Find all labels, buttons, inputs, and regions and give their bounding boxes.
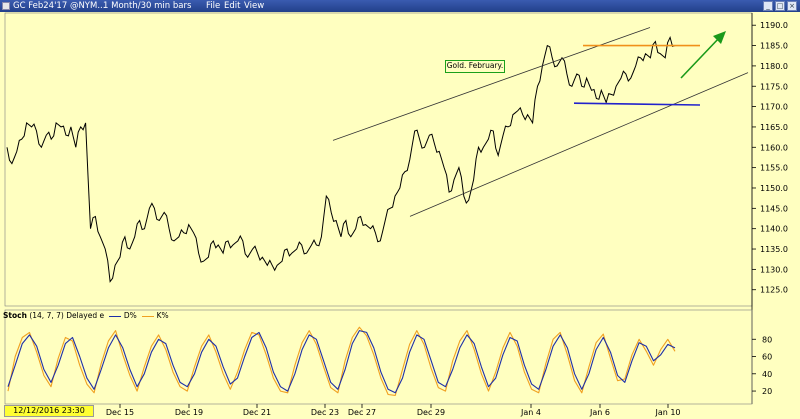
stoch-panel-frame bbox=[4, 309, 753, 405]
menu-view[interactable]: View bbox=[244, 1, 265, 11]
interval-label[interactable]: 1 Month/30 min bars bbox=[103, 1, 192, 11]
maximize-button[interactable]: □ bbox=[775, 1, 785, 11]
legend-d-swatch bbox=[109, 315, 122, 317]
stoch-tick-label: 80 bbox=[762, 335, 772, 344]
time-tick-label: Dec 23 bbox=[311, 408, 339, 417]
time-tick-label: Dec 21 bbox=[243, 408, 271, 417]
menu-edit[interactable]: Edit bbox=[224, 1, 241, 11]
stoch-tick-label: 20 bbox=[762, 387, 772, 396]
trendline-lower-channel bbox=[409, 72, 749, 217]
stoch-series-k bbox=[7, 326, 676, 396]
stochastic-panel: 20 40 60 80 bbox=[4, 309, 772, 405]
cursor-date-label: 12/12/2016 23:30 bbox=[4, 405, 94, 417]
time-tick-label: Jan 6 bbox=[589, 408, 610, 417]
trendline-upper-channel bbox=[332, 27, 651, 141]
price-tick-label: 1135.0 bbox=[760, 245, 788, 254]
arrow-shaft bbox=[680, 36, 721, 79]
price-tick-label: 1160.0 bbox=[760, 143, 788, 152]
time-tick-label: Dec 15 bbox=[106, 408, 134, 417]
price-panel: 1125.0 1130.0 1135.0 1140.0 1145.0 1150.0 1155… bbox=[4, 12, 788, 404]
app-icon bbox=[2, 2, 10, 10]
close-button[interactable]: × bbox=[787, 1, 797, 11]
stoch-mode: Delayed e bbox=[66, 311, 105, 320]
time-tick-label: Dec 27 bbox=[348, 408, 376, 417]
time-tick-label: Dec 19 bbox=[175, 408, 203, 417]
stochastic-header: Stoch (14, 7, 7) Delayed e D% K% bbox=[3, 311, 169, 321]
price-tick-label: 1185.0 bbox=[760, 42, 788, 51]
legend-k-label: K% bbox=[156, 311, 169, 320]
arrow-head bbox=[713, 31, 726, 44]
price-tick-label: 1150.0 bbox=[760, 184, 788, 193]
price-tick-label: 1170.0 bbox=[760, 103, 788, 112]
price-series-line bbox=[6, 35, 676, 283]
stoch-series-d bbox=[7, 330, 676, 394]
stoch-params: (14, 7, 7) bbox=[29, 311, 64, 320]
price-tick-label: 1145.0 bbox=[760, 204, 788, 213]
legend-k-swatch bbox=[142, 315, 155, 317]
price-tick-label: 1180.0 bbox=[760, 62, 788, 71]
menu-file[interactable]: File bbox=[206, 1, 221, 11]
price-tick-label: 1190.0 bbox=[760, 21, 788, 30]
stoch-tick-label: 60 bbox=[762, 353, 772, 362]
price-tick-label: 1125.0 bbox=[760, 286, 788, 295]
price-tick-label: 1175.0 bbox=[760, 82, 788, 91]
time-tick-label: Jan 10 bbox=[654, 408, 680, 417]
stoch-tick-label: 40 bbox=[762, 370, 772, 379]
time-axis: Dec 15 Dec 19 Dec 21 Dec 23 Dec 27 Dec 29 Jan … bbox=[106, 404, 681, 417]
price-tick-label: 1140.0 bbox=[760, 225, 788, 234]
stoch-name: Stoch bbox=[3, 311, 27, 320]
trendline-support bbox=[573, 102, 701, 106]
title-bar[interactable]: GC Feb24'17 @NYM... 1 Month/30 min bars … bbox=[0, 0, 800, 12]
trend-arrow bbox=[680, 31, 726, 79]
time-tick-label: Dec 29 bbox=[417, 408, 445, 417]
time-tick-label: Jan 4 bbox=[520, 408, 541, 417]
minimize-button[interactable]: _ bbox=[763, 1, 773, 11]
price-tick-label: 1155.0 bbox=[760, 164, 788, 173]
price-tick-label: 1165.0 bbox=[760, 123, 788, 132]
symbol-label[interactable]: GC Feb24'17 @NYM... bbox=[13, 1, 106, 11]
price-tick-label: 1130.0 bbox=[760, 265, 788, 274]
chart-annotation[interactable]: Gold. February. bbox=[445, 60, 505, 73]
legend-d-label: D% bbox=[123, 311, 137, 320]
